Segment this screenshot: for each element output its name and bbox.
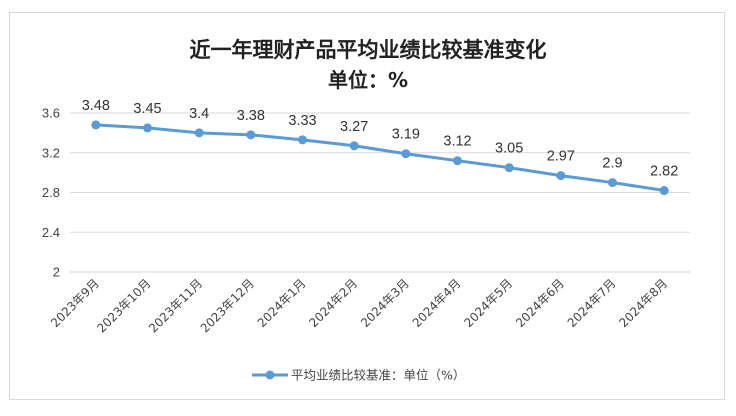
x-tick-label: 2023年12月 — [198, 276, 257, 335]
data-label: 2.9 — [602, 156, 622, 172]
data-label: 3.05 — [495, 141, 523, 157]
x-tick-label: 2023年11月 — [146, 276, 205, 335]
data-point — [143, 123, 152, 133]
data-label: 3.33 — [288, 113, 316, 129]
legend-label: 平均业绩比较基准：单位（%） — [291, 368, 465, 383]
data-point — [659, 186, 669, 196]
chart-frame — [9, 12, 725, 400]
chart-title: 近一年理财产品平均业绩比较基准变化 — [189, 38, 547, 62]
data-label: 3.48 — [82, 98, 110, 114]
legend-marker — [265, 370, 275, 380]
data-point — [401, 149, 411, 159]
data-point — [298, 135, 307, 145]
x-tick-label: 2023年9月 — [48, 276, 102, 330]
data-label: 3.45 — [133, 101, 161, 117]
data-point — [504, 163, 514, 173]
data-point — [246, 130, 256, 140]
data-label: 2.82 — [650, 164, 678, 180]
gridlines — [70, 112, 690, 273]
data-point — [608, 178, 617, 188]
x-tick-label: 2024年1月 — [255, 276, 309, 330]
data-point — [194, 128, 204, 138]
data-label: 3.19 — [392, 127, 420, 143]
y-tick-label: 2.8 — [42, 185, 60, 200]
data-label: 3.12 — [443, 134, 471, 150]
data-label: 3.38 — [237, 108, 265, 124]
data-point — [91, 120, 101, 130]
x-tick-label: 2024年2月 — [306, 276, 360, 330]
chart-subtitle: 单位：% — [327, 68, 409, 92]
data-point — [556, 171, 566, 181]
x-tick-label: 2024年3月 — [358, 276, 412, 330]
x-tick-label: 2024年4月 — [410, 276, 464, 330]
x-axis: 2023年9月2023年10月2023年11月2023年12月2024年1月20… — [48, 276, 670, 335]
y-tick-label: 3.6 — [42, 106, 60, 121]
y-tick-label: 2.4 — [42, 225, 60, 240]
x-tick-label: 2024年5月 — [461, 276, 515, 330]
y-tick-label: 2 — [53, 265, 60, 280]
data-point — [349, 141, 359, 151]
data-point — [453, 156, 462, 166]
y-axis: 2 2.4 2.8 3.2 3.6 — [42, 106, 60, 280]
y-tick-label: 3.2 — [42, 145, 60, 160]
data-label: 3.27 — [340, 119, 368, 135]
series-line — [94, 123, 666, 193]
x-tick-label: 2024年6月 — [513, 276, 567, 330]
data-label: 2.97 — [547, 149, 575, 165]
plot-area: 3.48 3.45 3.4 3.38 3.33 3.27 3.19 3.12 3.05 2.97 2… — [82, 98, 678, 196]
data-label: 3.4 — [189, 106, 209, 122]
x-tick-label: 2023年10月 — [94, 276, 153, 335]
x-tick-label: 2024年7月 — [565, 276, 619, 330]
legend: 平均业绩比较基准：单位（%） — [252, 368, 465, 383]
x-tick-label: 2024年8月 — [616, 276, 670, 330]
